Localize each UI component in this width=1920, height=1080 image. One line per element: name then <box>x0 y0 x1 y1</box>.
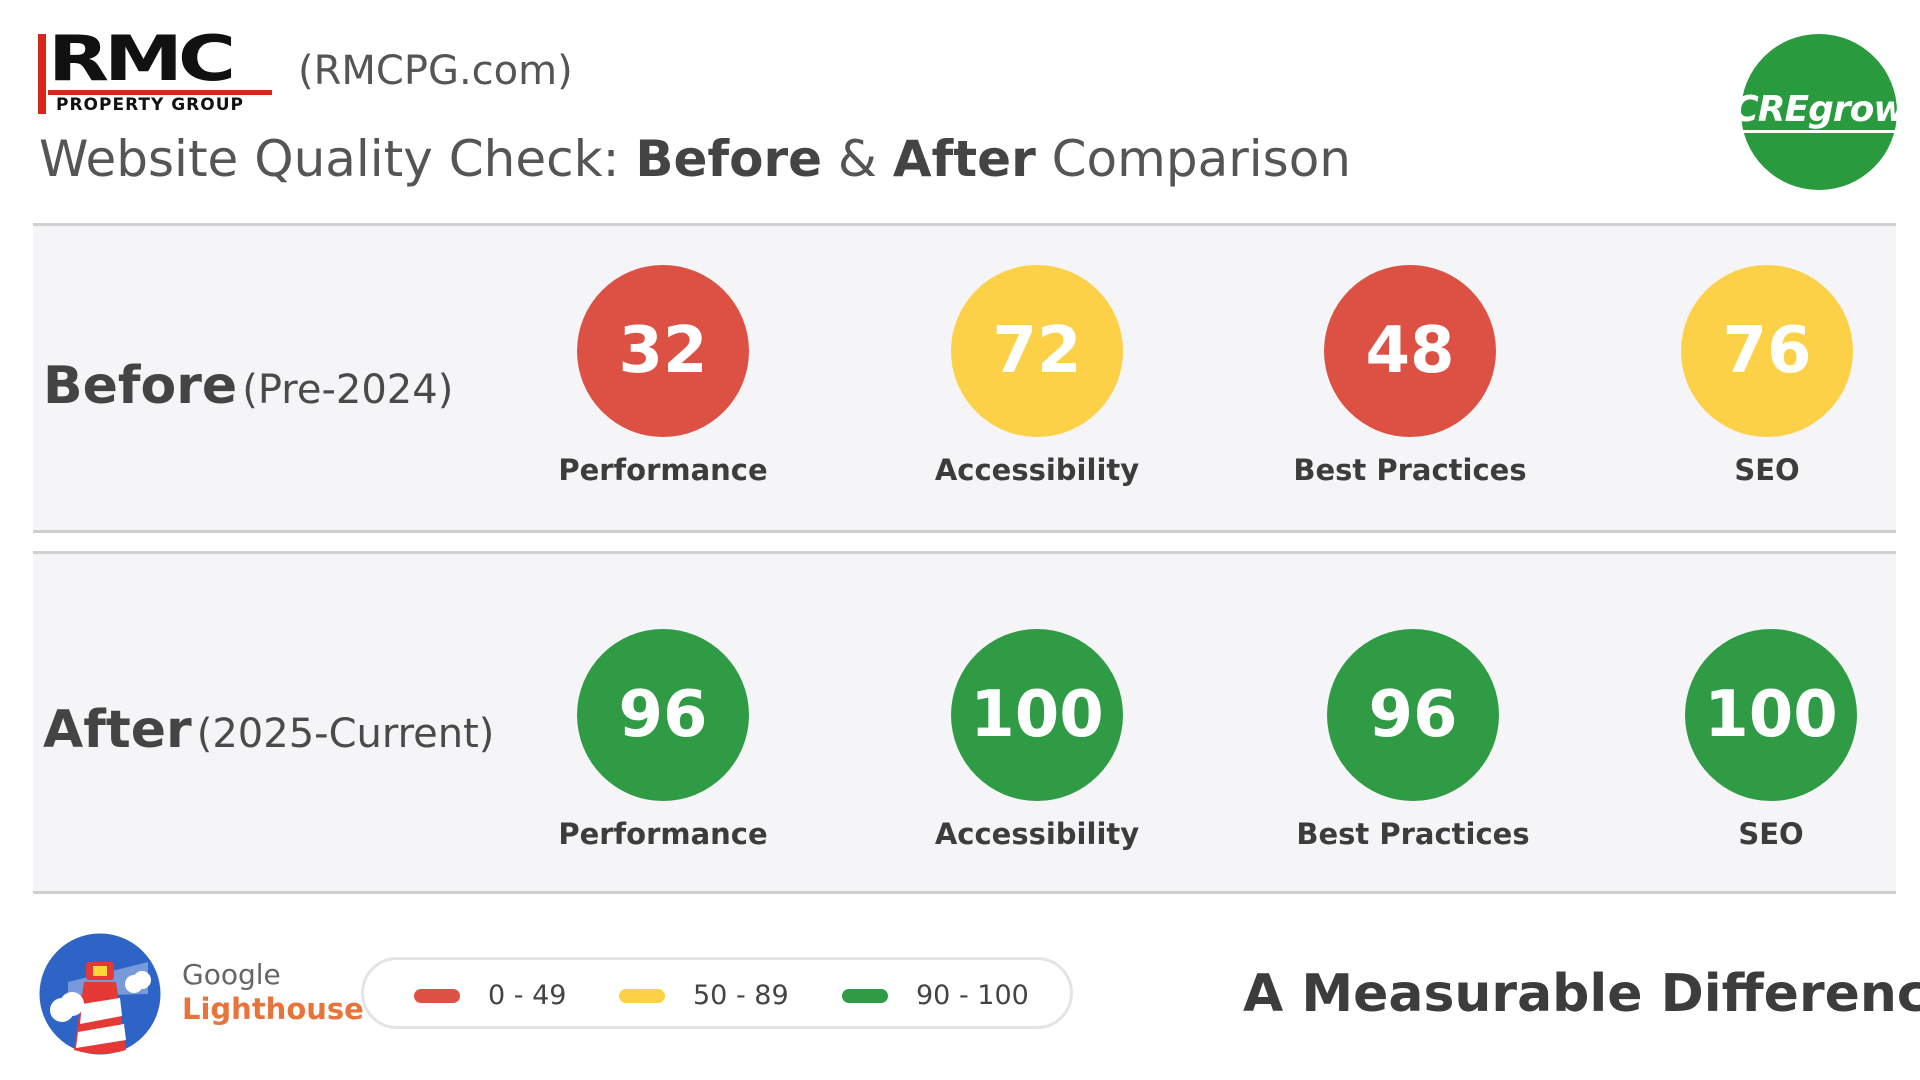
title-suffix: Comparison <box>1035 130 1351 188</box>
before-metric-performance: 32 Performance <box>503 265 823 488</box>
metric-label: Accessibility <box>934 453 1140 487</box>
legend-swatch <box>842 988 888 1003</box>
lighthouse-icon <box>38 932 162 1056</box>
metric-label: SEO <box>1738 817 1804 851</box>
after-panel: After (2025-Current) 96 Performance 100 … <box>33 551 1896 894</box>
after-metric-seo: 100 SEO <box>1611 629 1920 852</box>
cregrow-logo-text: CREgrow <box>1732 91 1907 133</box>
before-panel: Before (Pre-2024) 32 Performance 72 Acce… <box>33 223 1896 533</box>
score-circle: 100 <box>1685 629 1857 801</box>
score-circle: 96 <box>1327 629 1499 801</box>
legend-range: 50 - 89 <box>693 980 789 1011</box>
legend-item-high: 90 - 100 <box>842 980 1029 1011</box>
lighthouse-name-text: Lighthouse <box>182 992 364 1026</box>
site-domain: (RMCPG.com) <box>298 48 573 94</box>
before-period: (Pre-2024) <box>242 367 454 413</box>
after-period: (2025-Current) <box>196 711 495 757</box>
rmc-logo-mark: RMC <box>48 22 236 95</box>
page-title: Website Quality Check: Before & After Co… <box>39 130 1351 188</box>
cregrow-logo: CREgrow <box>1732 34 1907 190</box>
title-after: After <box>892 130 1036 188</box>
before-metric-accessibility: 72 Accessibility <box>877 265 1197 488</box>
after-metric-best-practices: 96 Best Practices <box>1253 629 1573 852</box>
lighthouse-google-text: Google <box>182 958 281 991</box>
title-before: Before <box>635 130 823 188</box>
after-row-label: After (2025-Current) <box>43 700 494 760</box>
legend-swatch <box>414 988 460 1003</box>
before-metric-seo: 76 SEO <box>1607 265 1920 488</box>
before-metric-best-practices: 48 Best Practices <box>1250 265 1570 488</box>
legend-item-mid: 50 - 89 <box>619 980 789 1011</box>
score-legend: 0 - 49 50 - 89 90 - 100 <box>361 957 1073 1029</box>
after-metric-performance: 96 Performance <box>503 629 823 852</box>
legend-range: 0 - 49 <box>488 980 567 1011</box>
metric-label: Best Practices <box>1293 453 1527 487</box>
metric-label: Accessibility <box>934 817 1140 851</box>
legend-item-low: 0 - 49 <box>414 980 566 1011</box>
metric-label: Best Practices <box>1296 817 1530 851</box>
before-row-label: Before (Pre-2024) <box>43 356 453 416</box>
legend-range: 90 - 100 <box>916 980 1029 1011</box>
score-circle: 96 <box>577 629 749 801</box>
score-circle: 100 <box>951 629 1123 801</box>
score-circle: 48 <box>1324 265 1496 437</box>
before-label: Before <box>43 356 238 416</box>
after-label: After <box>43 700 192 760</box>
rmc-logo: RMC PROPERTY GROUP <box>38 28 274 118</box>
rmc-logo-subtitle: PROPERTY GROUP <box>56 95 244 115</box>
title-prefix: Website Quality Check: <box>39 130 636 188</box>
metric-label: SEO <box>1734 453 1800 487</box>
score-circle: 72 <box>951 265 1123 437</box>
after-metric-accessibility: 100 Accessibility <box>877 629 1197 852</box>
rmc-logo-underline <box>48 90 272 95</box>
title-amp: & <box>822 130 893 188</box>
score-circle: 32 <box>577 265 749 437</box>
rmc-logo-bar <box>38 34 46 114</box>
metric-label: Performance <box>558 453 768 487</box>
metric-label: Performance <box>558 817 768 851</box>
tagline: A Measurable Difference. <box>1243 964 1920 1024</box>
legend-swatch <box>619 988 665 1003</box>
score-circle: 76 <box>1681 265 1853 437</box>
